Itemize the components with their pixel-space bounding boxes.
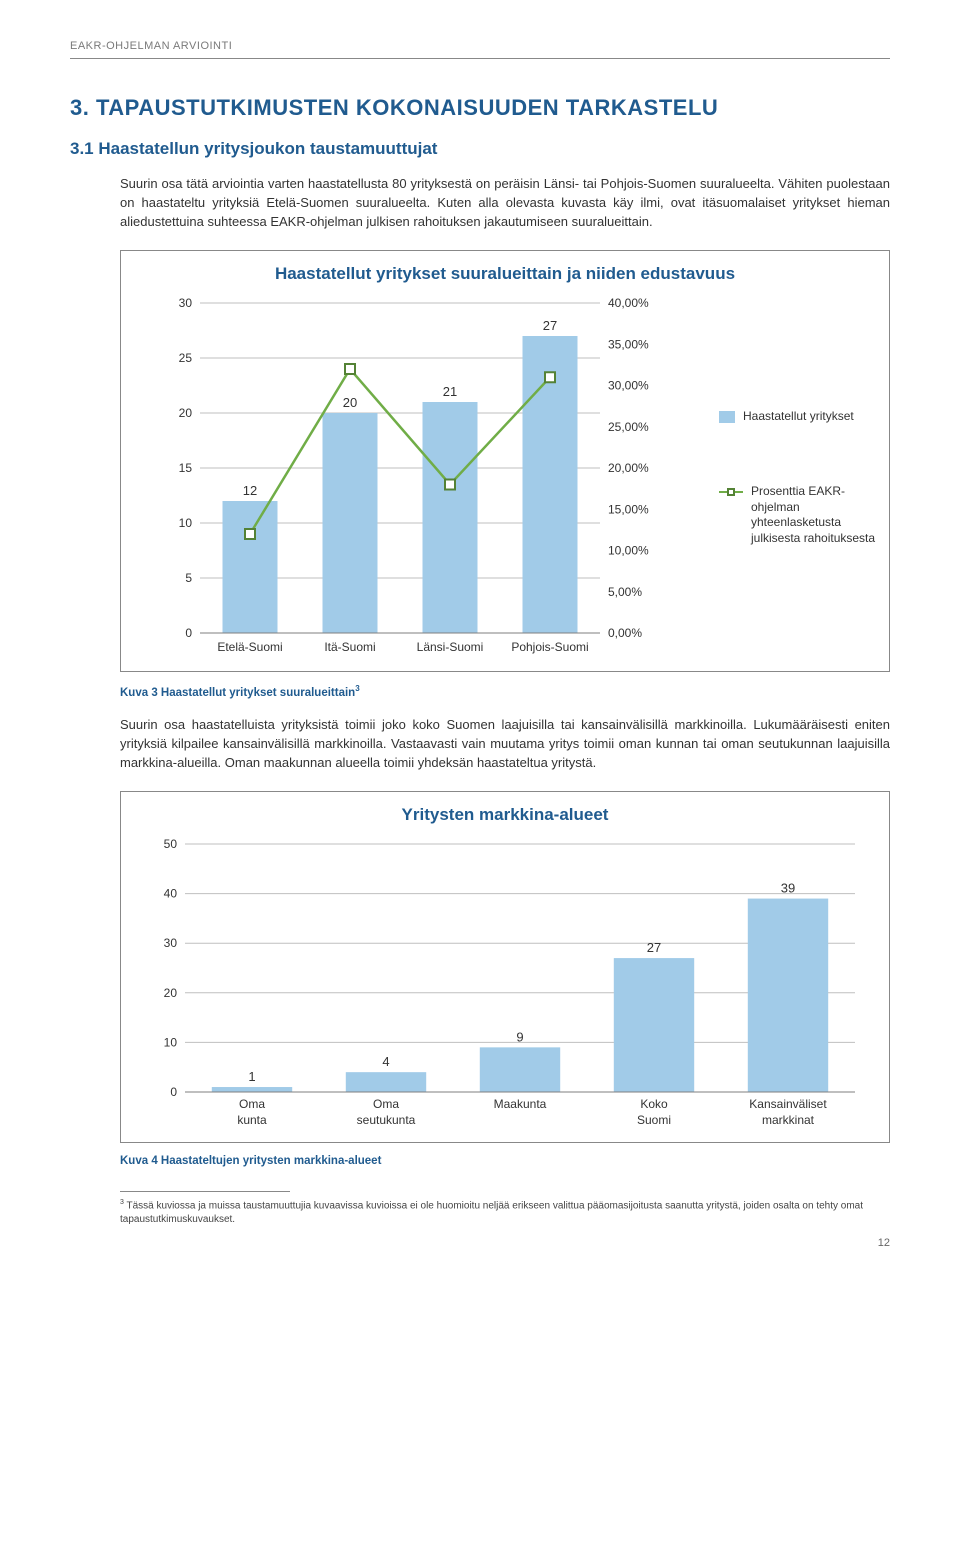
- footnote-separator: [120, 1191, 290, 1192]
- paragraph: Suurin osa haastatelluista yrityksistä t…: [120, 716, 890, 773]
- svg-text:Länsi-Suomi: Länsi-Suomi: [417, 640, 484, 654]
- document-page: EAKR-OHJELMAN ARVIOINTI 3. TAPAUSTUTKIMU…: [0, 0, 960, 1279]
- svg-text:25: 25: [179, 351, 193, 365]
- svg-text:20: 20: [343, 395, 357, 410]
- svg-text:39: 39: [781, 881, 795, 896]
- legend-label: Prosenttia EAKR-ohjelman yhteenlasketust…: [751, 484, 877, 546]
- footnote-text: Tässä kuviossa ja muissa taustamuuttujia…: [120, 1200, 863, 1225]
- svg-text:markkinat: markkinat: [762, 1113, 815, 1127]
- svg-text:30: 30: [179, 296, 193, 310]
- svg-text:Oma: Oma: [239, 1097, 265, 1111]
- legend-item-bars: Haastatellut yritykset: [719, 409, 877, 425]
- svg-text:20,00%: 20,00%: [608, 461, 649, 475]
- svg-text:seutukunta: seutukunta: [357, 1113, 416, 1127]
- svg-text:Koko: Koko: [640, 1097, 668, 1111]
- svg-text:21: 21: [443, 384, 457, 399]
- svg-text:Oma: Oma: [373, 1097, 399, 1111]
- chart-plot-area: 0 5 10 15 20 25 30 0,00% 5,00% 10,00% 15,00% 20,00%…: [133, 293, 707, 663]
- svg-text:30,00%: 30,00%: [608, 378, 649, 392]
- svg-text:10: 10: [164, 1035, 178, 1049]
- running-header: EAKR-OHJELMAN ARVIOINTI: [70, 40, 890, 52]
- chart-regions: Haastatellut yritykset suuralueittain ja…: [120, 250, 890, 672]
- chart-svg: 0 10 20 30 40 50 1 Oma kunta 4 Oma seutukunta 9 Maaku…: [133, 834, 877, 1134]
- svg-text:20: 20: [179, 406, 193, 420]
- svg-text:0: 0: [170, 1085, 177, 1099]
- svg-text:25,00%: 25,00%: [608, 419, 649, 433]
- svg-text:0,00%: 0,00%: [608, 626, 642, 640]
- svg-text:Suomi: Suomi: [637, 1113, 671, 1127]
- svg-text:20: 20: [164, 986, 178, 1000]
- chart-plot-area: 0 10 20 30 40 50 1 Oma kunta 4 Oma seutukunta 9 Maaku…: [133, 834, 877, 1134]
- svg-text:15: 15: [179, 461, 193, 475]
- chart-title: Yritysten markkina-alueet: [133, 804, 877, 826]
- svg-text:27: 27: [543, 318, 557, 333]
- svg-text:10: 10: [179, 516, 193, 530]
- svg-text:Pohjois-Suomi: Pohjois-Suomi: [511, 640, 588, 654]
- svg-text:Etelä-Suomi: Etelä-Suomi: [217, 640, 282, 654]
- svg-text:27: 27: [647, 940, 661, 955]
- chart-svg: 0 5 10 15 20 25 30 0,00% 5,00% 10,00% 15,00% 20,00%…: [133, 293, 707, 663]
- caption-text: Kuva 3 Haastatellut yritykset suuralueit…: [120, 686, 355, 698]
- svg-text:40: 40: [164, 887, 178, 901]
- page-number: 12: [70, 1237, 890, 1249]
- chart-title: Haastatellut yritykset suuralueittain ja…: [133, 263, 877, 285]
- svg-text:9: 9: [516, 1029, 523, 1044]
- section-heading: 3. TAPAUSTUTKIMUSTEN KOKONAISUUDEN TARKA…: [70, 95, 890, 121]
- chart-legend: Haastatellut yritykset Prosenttia EAKR-o…: [707, 293, 877, 663]
- svg-text:kunta: kunta: [237, 1113, 267, 1127]
- svg-text:Maakunta: Maakunta: [494, 1097, 547, 1111]
- legend-swatch-line-icon: [719, 486, 743, 498]
- footnote-ref: 3: [355, 684, 359, 693]
- header-rule: [70, 58, 890, 59]
- svg-text:40,00%: 40,00%: [608, 296, 649, 310]
- svg-text:35,00%: 35,00%: [608, 337, 649, 351]
- svg-text:12: 12: [243, 483, 257, 498]
- paragraph: Suurin osa tätä arviointia varten haasta…: [120, 175, 890, 232]
- svg-text:50: 50: [164, 837, 178, 851]
- svg-text:5,00%: 5,00%: [608, 584, 642, 598]
- footnote: 3 Tässä kuviossa ja muissa taustamuuttuj…: [120, 1198, 890, 1227]
- svg-text:5: 5: [185, 571, 192, 585]
- svg-text:0: 0: [185, 626, 192, 640]
- chart-markets: Yritysten markkina-alueet 0 10 20 30 40 50 1 Om…: [120, 791, 890, 1143]
- legend-item-line: Prosenttia EAKR-ohjelman yhteenlasketust…: [719, 484, 877, 546]
- svg-text:Itä-Suomi: Itä-Suomi: [324, 640, 375, 654]
- legend-swatch-bar-icon: [719, 411, 735, 423]
- svg-text:30: 30: [164, 936, 178, 950]
- legend-label: Haastatellut yritykset: [743, 409, 854, 425]
- subsection-heading: 3.1 Haastatellun yritysjoukon taustamuut…: [70, 139, 890, 159]
- svg-text:10,00%: 10,00%: [608, 543, 649, 557]
- svg-text:4: 4: [382, 1054, 389, 1069]
- figure-caption: Kuva 4 Haastateltujen yritysten markkina…: [120, 1155, 890, 1167]
- svg-text:15,00%: 15,00%: [608, 502, 649, 516]
- svg-text:Kansainväliset: Kansainväliset: [749, 1097, 827, 1111]
- figure-caption: Kuva 3 Haastatellut yritykset suuralueit…: [120, 684, 890, 699]
- svg-text:1: 1: [248, 1069, 255, 1084]
